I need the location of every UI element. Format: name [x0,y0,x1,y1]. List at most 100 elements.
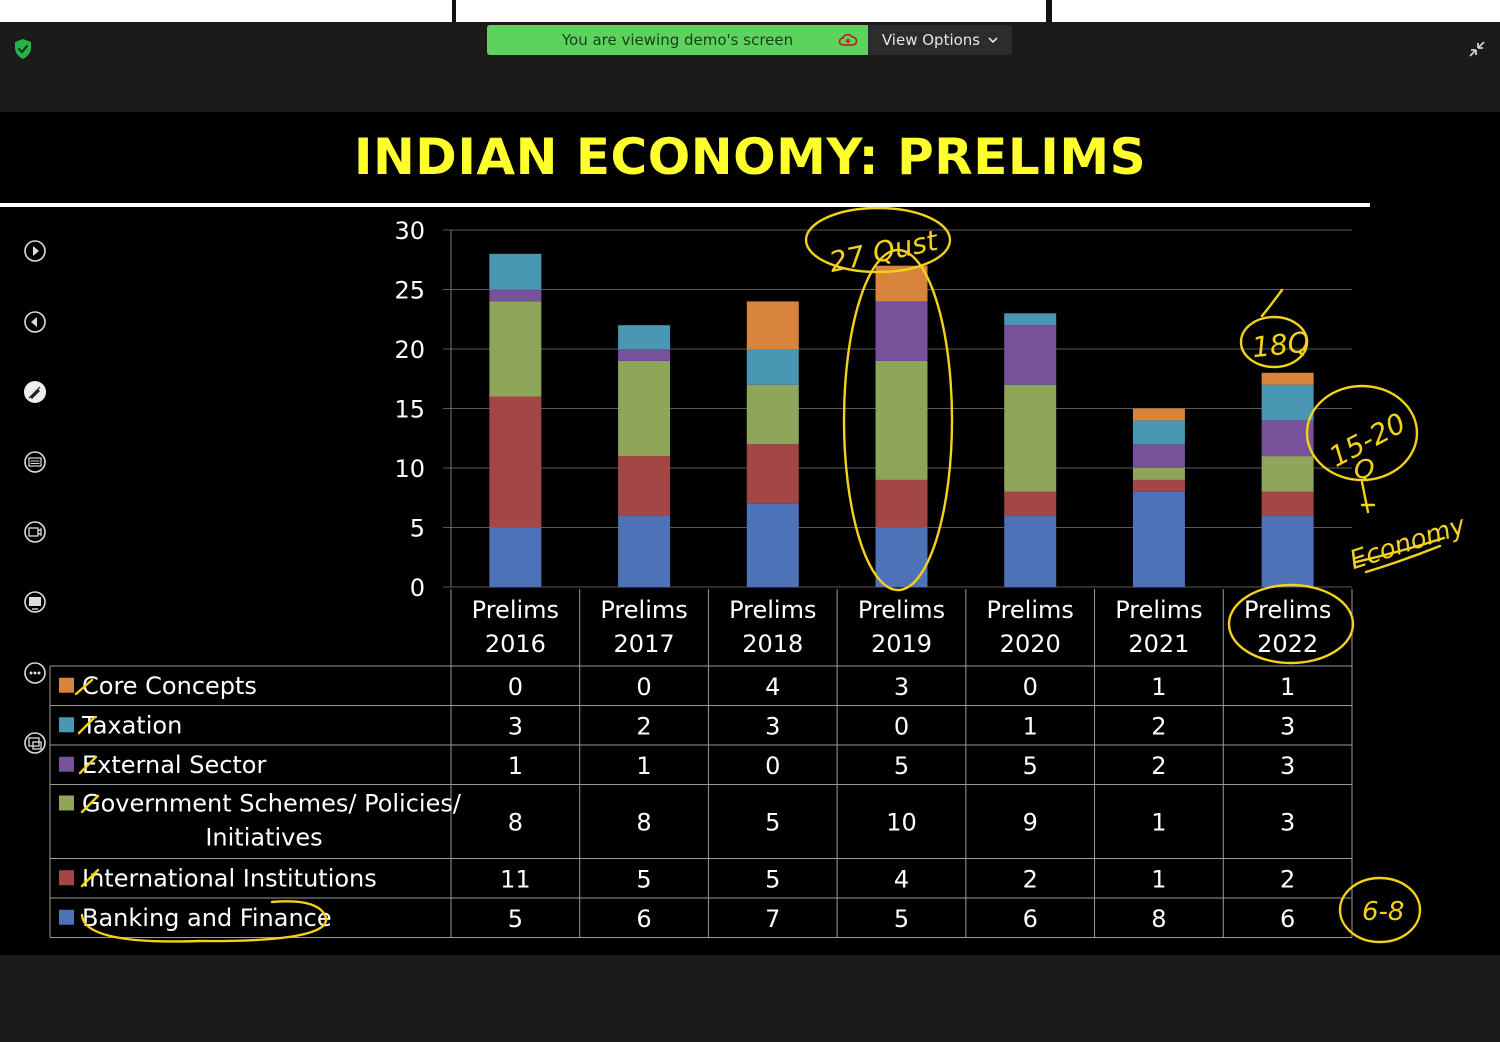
data-label: 0 [1023,673,1038,701]
bar-segment [1261,384,1314,421]
bar-segment [746,384,799,445]
bar-segment [618,515,671,587]
viewing-notice-text: You are viewing demo's screen [561,31,794,49]
data-label: 3 [1280,809,1295,837]
bar-segment [1004,491,1057,516]
data-label: 0 [894,712,909,740]
video-icon[interactable] [22,519,48,545]
column-header: Prelims [472,596,559,624]
legend-swatch [59,909,74,925]
column-header: Prelims [729,596,816,624]
bar-segment [1261,456,1314,492]
column-header: 2016 [485,630,546,658]
column-header: 2019 [871,630,932,658]
y-tick-label: 25 [394,277,425,305]
data-label: 8 [636,809,651,837]
bar-segment [875,360,928,480]
column-header: 2021 [1128,630,1189,658]
y-tick-label: 5 [410,515,425,543]
chevron-down-icon [988,36,998,43]
recording-cloud-icon [838,33,858,46]
legend-swatch [59,677,74,693]
data-label: 5 [1023,752,1038,780]
shield-icon[interactable] [13,38,33,60]
data-label: 2 [1151,712,1166,740]
legend-label: Initiatives [205,824,322,852]
data-label: 0 [765,752,780,780]
bar-segment [875,301,928,361]
data-label: 6 [1023,905,1038,933]
exit-fullscreen-icon[interactable] [1466,38,1488,60]
top-strip-divider [452,0,456,22]
bar-segment [618,456,671,516]
subtitles-icon[interactable] [22,449,48,475]
view-options-label: View Options [881,31,981,49]
legend-label: Taxation [81,711,182,739]
legend-swatch [59,795,74,811]
y-tick-label: 15 [394,396,425,424]
column-header: Prelims [600,596,687,624]
title-divider [0,203,1370,207]
data-label: 9 [1023,809,1038,837]
data-label: 2 [1280,865,1295,893]
data-label: 5 [894,905,909,933]
data-label: 1 [1151,809,1166,837]
data-label: 1 [1151,865,1166,893]
bar-segment [875,527,928,587]
data-label: 1 [636,752,651,780]
data-label: 6 [1280,905,1295,933]
pen-icon[interactable] [22,379,48,405]
data-label: 1 [508,752,523,780]
legend-swatch [59,870,74,886]
y-tick-label: 0 [410,574,425,602]
data-label: 8 [508,809,523,837]
legend-label: Core Concepts [82,672,257,700]
viewing-notice: You are viewing demo's screen [487,25,868,55]
data-label: 11 [500,865,531,893]
slide-title: INDIAN ECONOMY: PRELIMS [353,128,1147,186]
bar-segment [746,503,799,587]
bar-segment [1261,420,1314,457]
data-label: 4 [765,673,780,701]
bar-segment [1132,408,1185,421]
bar-segment [1261,372,1314,385]
legend-label: External Sector [82,751,266,779]
more-icon[interactable] [22,660,48,686]
column-header: 2020 [1000,630,1061,658]
data-label: 6 [636,905,651,933]
bar-segment [489,289,542,302]
column-header: 2018 [742,630,803,658]
data-label: 7 [765,905,780,933]
data-label: 10 [886,809,917,837]
bar-segment [1004,384,1057,492]
back-icon[interactable] [22,309,48,335]
bar-segment [875,479,928,528]
bar-segment [1004,313,1057,326]
bar-segment [1132,468,1185,480]
data-label: 5 [894,752,909,780]
present-icon[interactable] [22,730,48,756]
screen-icon[interactable] [22,589,48,615]
bar-segment [1004,325,1057,385]
data-label: 0 [508,673,523,701]
legend-label: International Institutions [82,864,377,892]
data-label: 8 [1151,905,1166,933]
play-icon[interactable] [22,238,48,264]
bar-segment [1132,491,1185,587]
data-label: 3 [1280,752,1295,780]
data-label: 3 [894,673,909,701]
data-label: 2 [1151,752,1166,780]
data-label: 5 [765,865,780,893]
data-label: 3 [1280,712,1295,740]
bar-segment [1261,515,1314,587]
bar-segment [1004,515,1057,587]
data-label: 1 [1023,712,1038,740]
bar-segment [746,349,799,385]
bar-segment [1261,491,1314,516]
column-header: Prelims [1244,596,1331,624]
view-options-button[interactable]: View Options [868,25,1012,55]
bar-segment [875,265,928,302]
bar-segment [489,253,542,290]
legend-swatch [59,756,74,772]
